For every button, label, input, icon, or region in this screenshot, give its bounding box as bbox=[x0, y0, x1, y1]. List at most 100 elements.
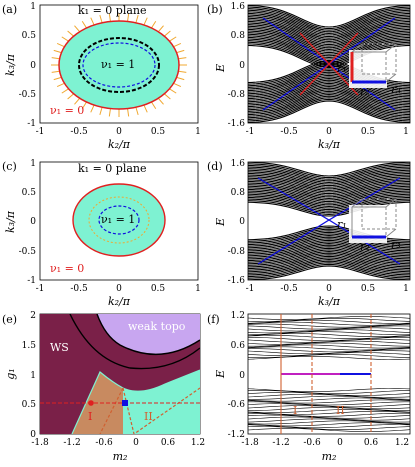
bulk-band bbox=[248, 94, 410, 117]
region-II-label: II bbox=[144, 410, 153, 423]
bulk-band bbox=[248, 79, 410, 103]
bulk-band bbox=[248, 418, 410, 423]
tick: 0.6 bbox=[231, 341, 246, 351]
bulk-band bbox=[248, 342, 410, 347]
bulk-band bbox=[248, 318, 410, 322]
tick: 0 bbox=[239, 217, 245, 227]
y-ticks: 1.6 0.8 0 -0.8 -1.6 bbox=[228, 159, 246, 286]
bulk-band bbox=[248, 426, 410, 430]
bulk-band bbox=[248, 84, 410, 108]
bulk-band bbox=[248, 238, 410, 254]
tick: 0.8 bbox=[231, 31, 246, 41]
x-axis-label: m₂ bbox=[113, 450, 128, 463]
x-ticks: -1 -0.5 0 0.5 1 bbox=[36, 127, 201, 137]
bulk-band bbox=[248, 327, 410, 332]
gold-spike bbox=[56, 42, 65, 48]
bulk-band bbox=[248, 403, 410, 408]
panel-e: WS weak topo I II (e) 2 1.5 1 0.5 0 -1.8… bbox=[2, 311, 205, 463]
bulk-band bbox=[248, 401, 410, 406]
gold-spike bbox=[90, 104, 95, 113]
tick: -0.6 bbox=[228, 400, 246, 410]
gold-spike bbox=[164, 93, 171, 100]
bulk-band bbox=[248, 12, 410, 36]
gold-spike bbox=[99, 107, 103, 116]
tick: 0.6 bbox=[364, 438, 379, 448]
tick: 0 bbox=[133, 438, 139, 448]
bulk-band bbox=[248, 164, 410, 180]
bulk-band bbox=[248, 262, 410, 278]
bulk-band bbox=[248, 249, 410, 265]
bulk-band bbox=[248, 316, 410, 320]
tick: -1 bbox=[27, 276, 36, 286]
tick: 1 bbox=[30, 371, 36, 381]
bulk-band bbox=[248, 422, 410, 427]
gold-spike bbox=[143, 104, 148, 113]
tick: 0 bbox=[116, 127, 122, 137]
bulk-band bbox=[248, 70, 410, 93]
tick: 0 bbox=[326, 284, 332, 294]
bulk-band bbox=[248, 395, 410, 400]
bulk-band bbox=[248, 254, 410, 270]
y-axis-label: k₃/π bbox=[4, 53, 17, 76]
plane-label: k₁ = 0 plane bbox=[78, 4, 147, 17]
tick: 1.2 bbox=[191, 438, 205, 448]
bulk-band bbox=[248, 424, 410, 429]
bulk-band bbox=[248, 405, 410, 410]
band-structure bbox=[248, 316, 410, 432]
gold-spike bbox=[108, 108, 111, 117]
nu1-region bbox=[58, 20, 180, 110]
tick: 2 bbox=[30, 311, 36, 321]
bulk-band bbox=[248, 235, 410, 250]
tick: 1.6 bbox=[231, 159, 246, 169]
gold-spike bbox=[51, 70, 60, 73]
bulk-band bbox=[248, 169, 410, 185]
gold-spike bbox=[53, 76, 62, 81]
tick: 1 bbox=[30, 159, 36, 169]
bulk-band bbox=[248, 246, 410, 262]
bulk-band bbox=[248, 168, 410, 183]
tick: -1.8 bbox=[31, 438, 49, 448]
bulk-band bbox=[248, 321, 410, 326]
bulk-band bbox=[248, 6, 410, 30]
nu1-inner-label: ν₁ = 1 bbox=[101, 58, 135, 71]
bulk-band bbox=[248, 44, 410, 68]
gold-spike bbox=[157, 25, 164, 33]
bulk-band bbox=[248, 24, 410, 47]
panel-label: (b) bbox=[207, 3, 223, 16]
r3-label: r₃ bbox=[391, 83, 401, 96]
bulk-band bbox=[248, 251, 410, 266]
bulk-band bbox=[248, 17, 410, 41]
bulk-band bbox=[248, 412, 410, 417]
blue-dashed-contour bbox=[82, 42, 156, 88]
x-ticks: -1 -0.5 0 0.5 1 bbox=[36, 284, 201, 294]
gold-spike bbox=[143, 17, 148, 26]
tick: -0.5 bbox=[280, 127, 298, 137]
gold-spike bbox=[176, 49, 185, 54]
bulk-band bbox=[248, 420, 410, 425]
bulk-band bbox=[248, 25, 410, 49]
tick: 1.2 bbox=[395, 438, 409, 448]
weak-topo-region bbox=[97, 314, 200, 355]
x-axis-label: m₂ bbox=[322, 450, 337, 463]
x-axis-label: k₂/π bbox=[108, 295, 131, 308]
bulk-band bbox=[248, 340, 410, 345]
bulk-band bbox=[248, 71, 410, 95]
y-axis-label: k₃/π bbox=[4, 210, 17, 233]
r1-label: r₁ bbox=[337, 218, 347, 231]
bulk-band bbox=[248, 236, 410, 252]
y-ticks: 2 1.5 1 0.5 0 bbox=[22, 311, 37, 440]
bulk-band bbox=[248, 28, 410, 52]
gold-spike bbox=[61, 88, 69, 94]
bulk-band bbox=[248, 182, 410, 198]
bulk-band bbox=[248, 200, 410, 215]
bulk-band bbox=[248, 329, 410, 334]
gold-dotted-contour bbox=[88, 196, 150, 244]
bulk-band bbox=[248, 411, 410, 415]
x-ticks: -1.8 -1.2 -0.6 0 0.6 1.2 bbox=[241, 438, 409, 448]
tick: -0.6 bbox=[303, 438, 321, 448]
bulk-band bbox=[248, 350, 410, 355]
gold-spike bbox=[151, 20, 157, 29]
bulk-band bbox=[248, 243, 410, 258]
tick: -0.8 bbox=[228, 90, 246, 100]
